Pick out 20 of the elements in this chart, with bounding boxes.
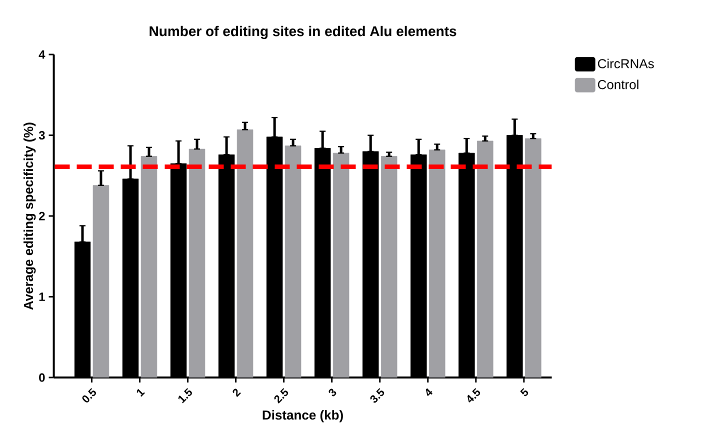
y-tick-label: 4	[38, 50, 46, 59]
x-tick-label: 0.5	[82, 388, 96, 402]
legend-label: Control	[598, 80, 638, 90]
x-tick-label: 4	[426, 388, 432, 396]
x-tick-label: 4.5	[467, 388, 480, 402]
legend-label: CircRNAs	[598, 58, 654, 68]
y-axis-title: Average editing specificity (%)	[24, 122, 36, 310]
y-tick-label: 2	[39, 212, 45, 220]
x-tick-label: 1	[136, 388, 145, 397]
x-tick-label: 3	[328, 388, 336, 396]
x-axis-title: Distance (kb)	[262, 410, 343, 422]
x-tick-label: 1.5	[178, 388, 192, 404]
x-tick-label: 5	[520, 388, 528, 396]
y-tick-label: 0	[39, 373, 45, 382]
x-tick-label: 2.5	[274, 388, 288, 404]
chart-title: Number of editing sites in edited Alu elements	[150, 26, 456, 40]
y-tick-label: 3	[38, 131, 45, 140]
x-tick-label: 2	[232, 388, 241, 398]
y-tick-label: 1	[39, 292, 45, 301]
x-tick-label: 3.5	[370, 388, 384, 403]
